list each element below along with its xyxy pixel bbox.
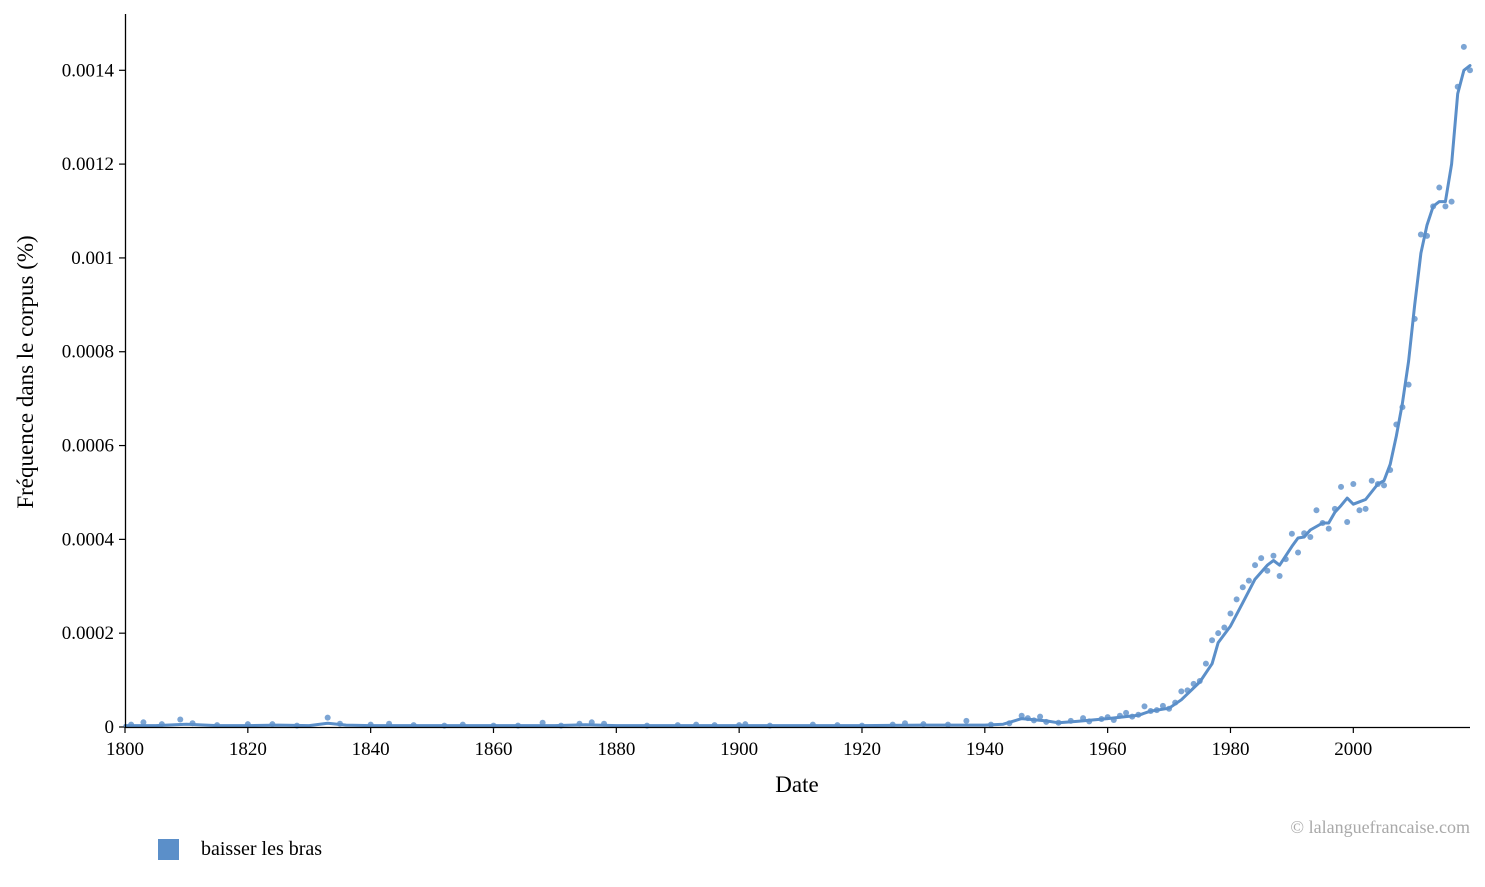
legend-swatch xyxy=(158,839,179,860)
y-tick-label: 0.0008 xyxy=(62,342,114,363)
data-point xyxy=(1356,507,1363,514)
data-point xyxy=(1233,596,1240,603)
series-line xyxy=(123,64,1472,728)
data-point xyxy=(1368,477,1375,484)
data-point xyxy=(140,719,147,726)
data-point xyxy=(1467,67,1473,74)
axis-ticks: 1800 1820 1840 1860 1880 1900 1920 1940 1960 1980… xyxy=(62,60,1373,760)
data-point xyxy=(1227,610,1234,617)
legend: baisser les bras xyxy=(158,838,322,861)
y-tick-label: 0.001 xyxy=(71,248,114,269)
x-tick-label: 2000 xyxy=(1334,739,1372,760)
data-point xyxy=(1239,584,1246,591)
x-tick-label: 1960 xyxy=(1089,739,1127,760)
legend-label: baisser les bras xyxy=(201,838,323,860)
data-point xyxy=(1209,637,1216,644)
data-point xyxy=(1258,555,1265,562)
data-point xyxy=(1159,702,1166,709)
data-point xyxy=(1123,709,1130,716)
data-point xyxy=(1295,549,1302,556)
data-point xyxy=(1417,231,1424,238)
data-point xyxy=(1381,482,1388,489)
x-tick-label: 1820 xyxy=(229,739,267,760)
x-tick-label: 1800 xyxy=(106,739,144,760)
data-point xyxy=(1362,505,1369,512)
data-point xyxy=(1270,552,1277,559)
y-tick-label: 0.0004 xyxy=(62,529,115,550)
data-point xyxy=(1325,525,1332,532)
x-axis-title: Date xyxy=(775,772,818,797)
data-point xyxy=(1307,534,1314,541)
x-tick-label: 1840 xyxy=(352,739,390,760)
x-tick-label: 1900 xyxy=(720,739,758,760)
data-point xyxy=(1442,203,1449,210)
y-tick-label: 0.0002 xyxy=(62,623,114,644)
data-point xyxy=(324,714,331,721)
data-point xyxy=(177,716,184,723)
data-marks xyxy=(123,43,1473,729)
data-point xyxy=(1344,519,1351,526)
data-point xyxy=(1436,184,1443,191)
data-point xyxy=(1202,660,1209,667)
x-tick-label: 1880 xyxy=(597,739,635,760)
data-point xyxy=(1221,624,1228,631)
y-tick-label: 0 xyxy=(105,717,115,738)
data-point xyxy=(1460,43,1467,50)
data-point xyxy=(1288,530,1295,537)
y-tick-label: 0.0012 xyxy=(62,154,114,175)
x-tick-label: 1940 xyxy=(966,739,1004,760)
data-point xyxy=(1178,688,1185,695)
data-point xyxy=(1276,572,1283,579)
data-point xyxy=(1405,381,1412,388)
y-tick-label: 0.0006 xyxy=(62,436,114,457)
y-axis-title: Fréquence dans le corpus (%) xyxy=(13,235,38,508)
data-point xyxy=(1245,577,1252,584)
data-point xyxy=(963,717,970,724)
x-tick-label: 1860 xyxy=(474,739,512,760)
x-tick-label: 1920 xyxy=(843,739,881,760)
copyright-credit: © lalanguefrancaise.com xyxy=(1290,817,1470,837)
data-point xyxy=(1037,713,1044,720)
data-point xyxy=(1252,562,1259,569)
y-tick-label: 0.0014 xyxy=(62,60,115,81)
data-point xyxy=(1448,198,1455,205)
data-point xyxy=(1338,483,1345,490)
data-point xyxy=(1350,481,1357,488)
data-point xyxy=(1141,703,1148,710)
x-tick-label: 1980 xyxy=(1211,739,1249,760)
data-point xyxy=(1313,507,1320,514)
data-point xyxy=(1264,567,1271,574)
data-point xyxy=(1215,630,1222,637)
